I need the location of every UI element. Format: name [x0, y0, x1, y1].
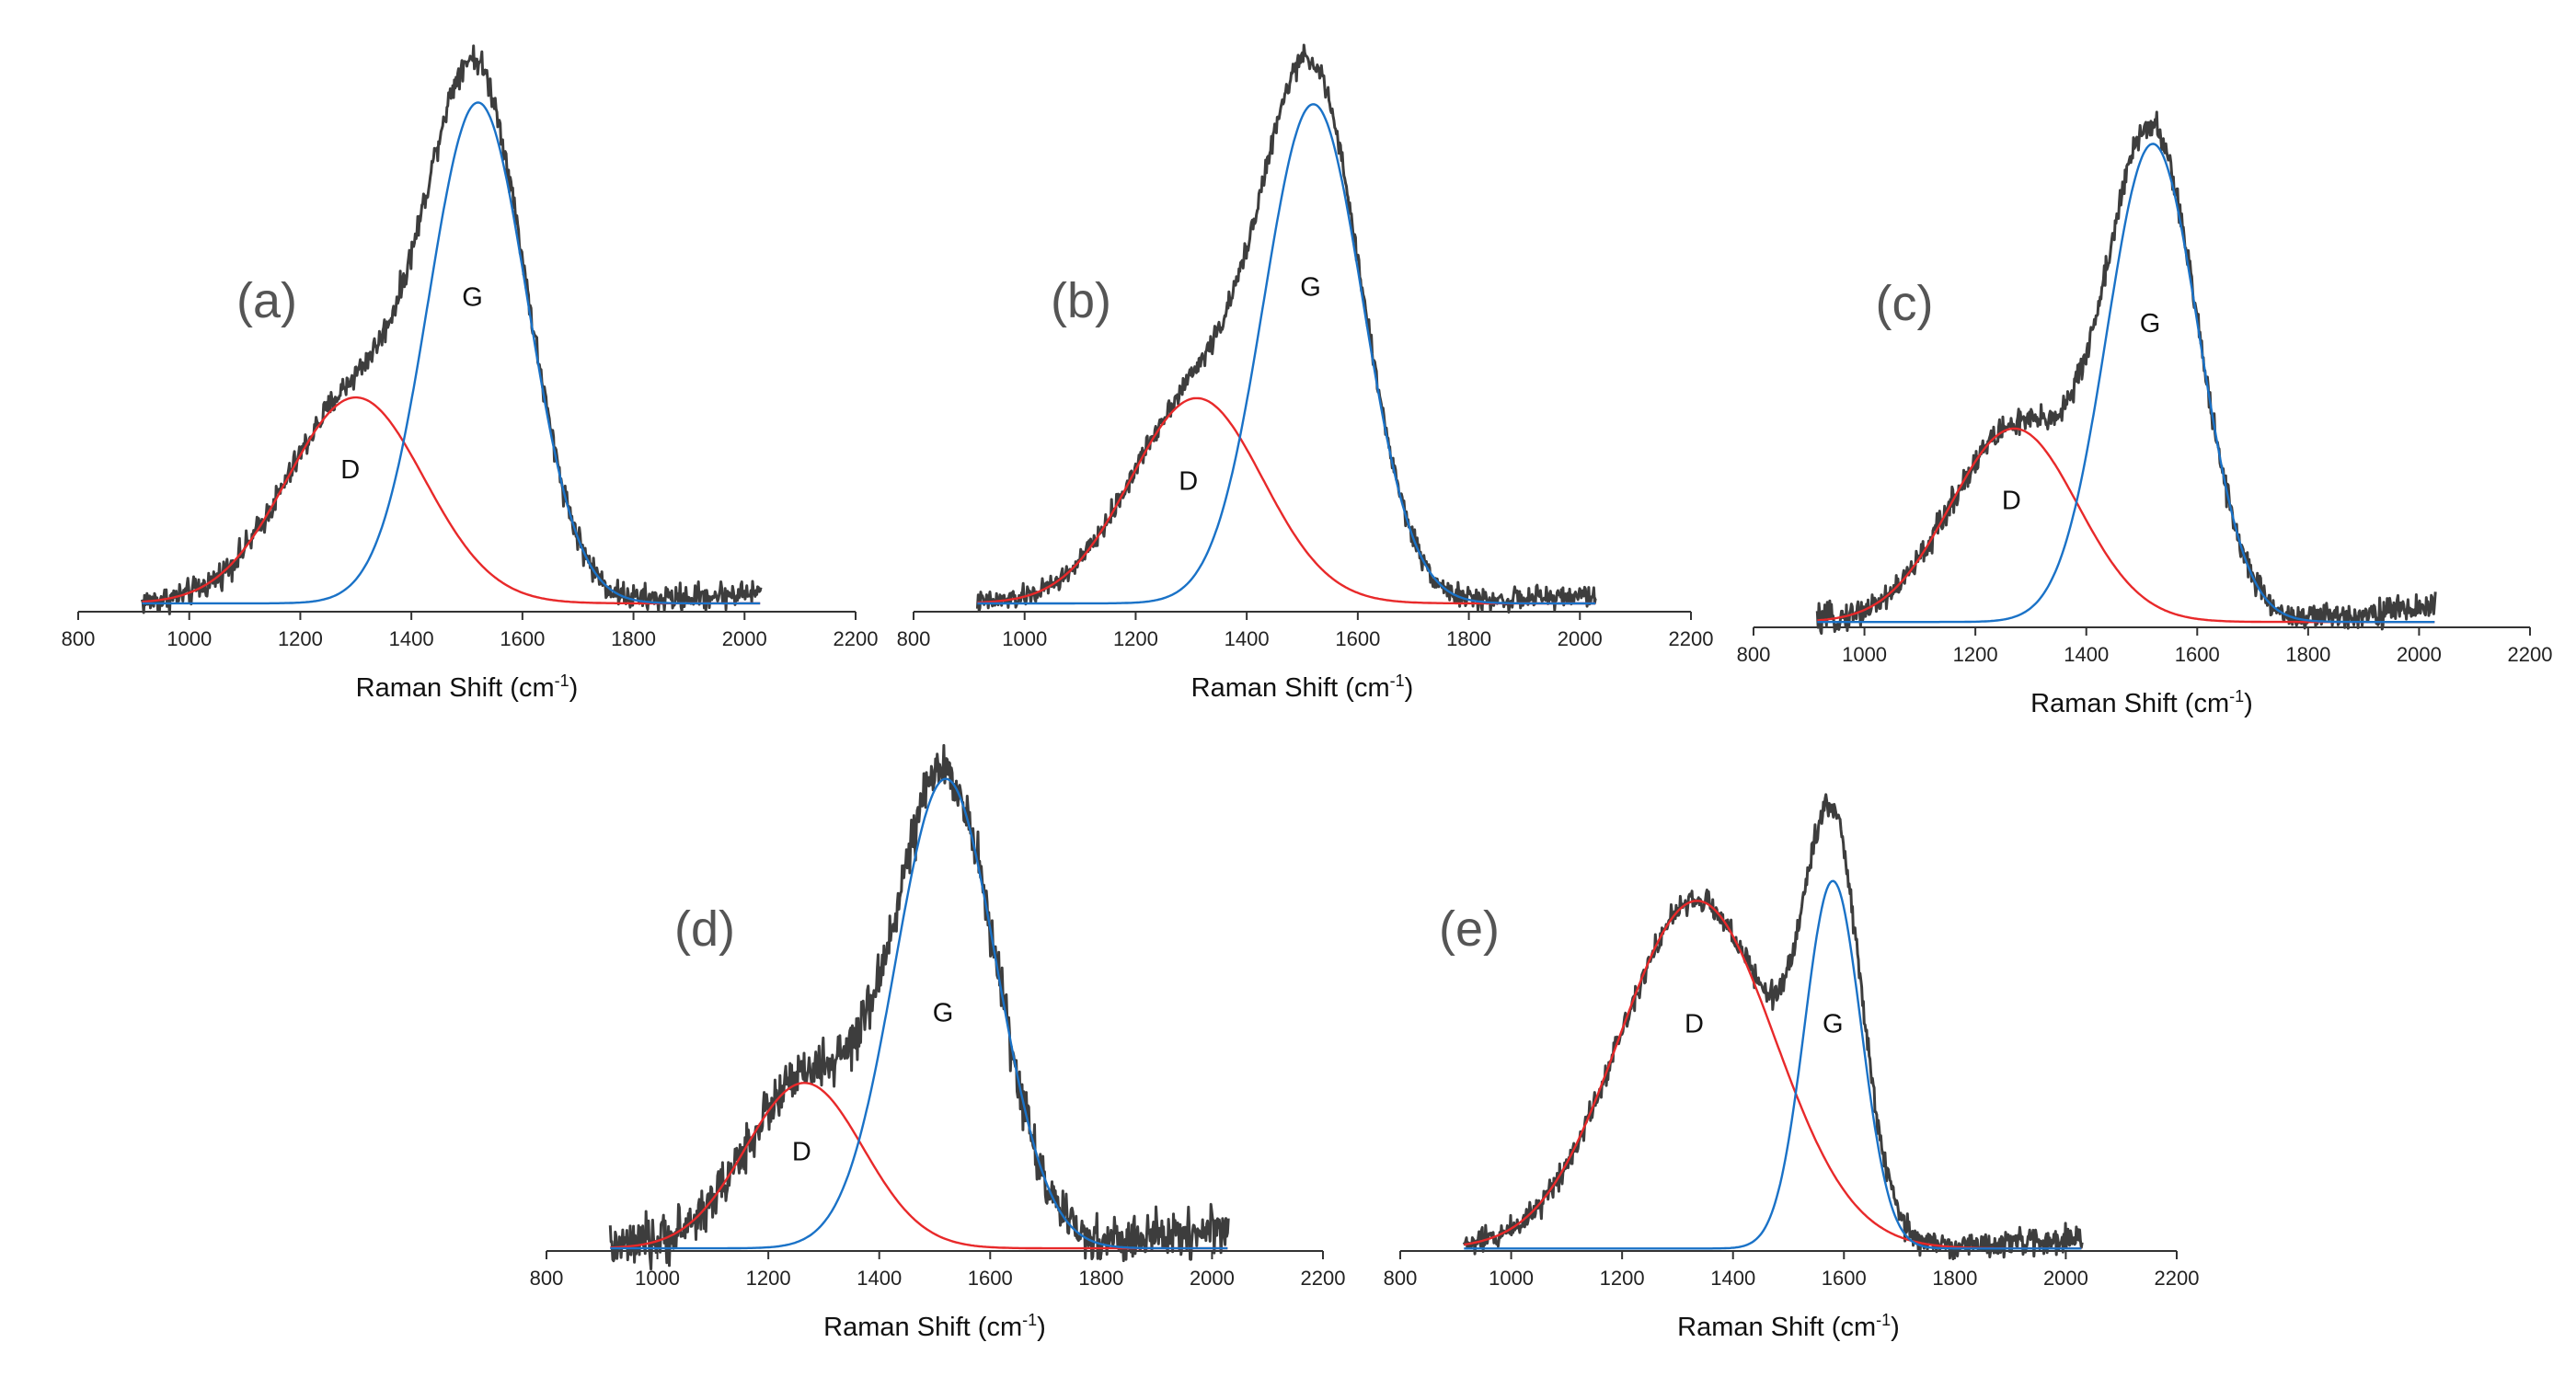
- x-axis-title-close: ): [1037, 1313, 1046, 1342]
- x-tick-label: 1800: [611, 627, 656, 650]
- x-tick-label: 2000: [1558, 627, 1603, 650]
- measured-spectrum-line: [975, 43, 1597, 614]
- x-tick-label: 800: [62, 627, 96, 650]
- x-tick-label: 1200: [746, 1267, 791, 1290]
- x-tick-label: 1600: [1335, 627, 1380, 650]
- d-band-fit-line: [1817, 427, 2435, 624]
- x-tick-label: 1400: [1225, 627, 1270, 650]
- x-axis-title-main: Raman Shift (cm: [1677, 1313, 1876, 1342]
- d-band-fit-line: [142, 396, 761, 605]
- x-tick-label: 1600: [968, 1267, 1013, 1290]
- g-band-label: G: [1823, 1009, 1844, 1039]
- x-axis-title-superscript: -1: [1022, 1311, 1037, 1329]
- x-axis-title-superscript: -1: [555, 671, 569, 690]
- x-axis-title-superscript: -1: [2229, 687, 2244, 706]
- g-band-label: G: [1300, 272, 1321, 302]
- g-band-fit-line: [977, 103, 1596, 605]
- panel-label: (a): [236, 273, 297, 328]
- x-tick-label: 800: [1737, 643, 1771, 666]
- x-axis-title-main: Raman Shift (cm: [2030, 689, 2229, 718]
- x-axis-title: Raman Shift (cm-1): [356, 671, 579, 703]
- g-band-label: G: [462, 282, 483, 312]
- x-tick-label: 1000: [1489, 1267, 1534, 1290]
- g-band-fit-line: [610, 777, 1228, 1250]
- measured-spectrum-line: [608, 743, 1230, 1271]
- measured-spectrum-line: [1462, 793, 2084, 1261]
- measured-spectrum-line: [140, 44, 763, 615]
- d-band-label: D: [1685, 1009, 1704, 1039]
- x-tick-label: 1000: [1842, 643, 1887, 666]
- x-tick-label: 1400: [857, 1267, 902, 1290]
- x-axis-title-close: ): [2244, 689, 2253, 718]
- x-axis-title-superscript: -1: [1876, 1311, 1891, 1329]
- x-axis-title-main: Raman Shift (cm: [823, 1313, 1022, 1342]
- g-band-fit-line: [142, 101, 761, 605]
- x-tick-label: 2000: [722, 627, 767, 650]
- x-tick-label: 2200: [1301, 1267, 1346, 1290]
- x-axis-title: Raman Shift (cm-1): [2030, 687, 2253, 718]
- x-axis-title-main: Raman Shift (cm: [1191, 673, 1390, 703]
- x-tick-label: 1200: [1113, 627, 1158, 650]
- x-tick-label: 1400: [389, 627, 434, 650]
- x-axis-title: Raman Shift (cm-1): [1191, 671, 1414, 703]
- x-tick-label: 1800: [1078, 1267, 1123, 1290]
- panel-b: 800 1000 1200 1400 1600 1800 2000 2200 Raman Shi…: [897, 43, 1714, 703]
- x-tick-label: 1400: [2064, 643, 2109, 666]
- panel-d: 800 1000 1200 1400 1600 1800 2000 2200 Raman Shi…: [530, 743, 1346, 1342]
- x-tick-label: 1600: [500, 627, 545, 650]
- panel-label: (c): [1876, 276, 1934, 331]
- x-tick-label: 800: [530, 1267, 564, 1290]
- x-tick-label: 1000: [635, 1267, 680, 1290]
- x-tick-label: 1600: [2175, 643, 2220, 666]
- x-tick-label: 2000: [2397, 643, 2442, 666]
- x-tick-label: 1800: [2285, 643, 2330, 666]
- x-tick-label: 2000: [1190, 1267, 1235, 1290]
- x-axis-title-superscript: -1: [1390, 671, 1405, 690]
- x-tick-label: 1000: [1002, 627, 1047, 650]
- x-tick-label: 2200: [2155, 1267, 2200, 1290]
- g-band-label: G: [933, 999, 954, 1028]
- x-axis-title-close: ): [1891, 1313, 1900, 1342]
- x-tick-label: 1400: [1710, 1267, 1755, 1290]
- g-band-fit-line: [1817, 143, 2435, 624]
- x-axis-title: Raman Shift (cm-1): [1677, 1311, 1900, 1342]
- x-tick-label: 2200: [834, 627, 879, 650]
- g-band-label: G: [2140, 309, 2161, 339]
- x-tick-label: 1800: [1932, 1267, 1977, 1290]
- g-band-fit-line: [1464, 879, 2082, 1250]
- d-band-label: D: [2002, 487, 2021, 516]
- panel-c: 800 1000 1200 1400 1600 1800 2000 2200 Raman Shi…: [1737, 110, 2553, 718]
- panel-a: 800 1000 1200 1400 1600 1800 2000 2200 Raman Shi…: [62, 44, 879, 703]
- d-band-fit-line: [1464, 900, 2082, 1250]
- panel-label: (e): [1439, 901, 1500, 957]
- panel-e: 800 1000 1200 1400 1600 1800 2000 2200 Raman Shi…: [1384, 793, 2200, 1342]
- d-band-label: D: [1179, 466, 1198, 496]
- x-axis-title-main: Raman Shift (cm: [356, 673, 555, 703]
- panel-label: (b): [1051, 273, 1111, 328]
- x-tick-label: 800: [897, 627, 931, 650]
- d-band-label: D: [792, 1137, 811, 1166]
- x-tick-label: 800: [1384, 1267, 1418, 1290]
- x-axis-title-close: ): [569, 673, 579, 703]
- x-tick-label: 1000: [167, 627, 212, 650]
- x-axis-title-close: ): [1405, 673, 1414, 703]
- measured-spectrum-line: [1815, 110, 2437, 636]
- x-tick-label: 1200: [278, 627, 323, 650]
- x-tick-label: 2200: [1669, 627, 1714, 650]
- x-axis-title: Raman Shift (cm-1): [823, 1311, 1046, 1342]
- x-tick-label: 1200: [1600, 1267, 1645, 1290]
- x-tick-label: 1600: [1822, 1267, 1867, 1290]
- x-tick-label: 1200: [1953, 643, 1998, 666]
- d-band-label: D: [340, 455, 360, 485]
- x-tick-label: 2200: [2508, 643, 2553, 666]
- x-tick-label: 2000: [2043, 1267, 2088, 1290]
- x-tick-label: 1800: [1446, 627, 1491, 650]
- panel-label: (d): [674, 901, 735, 957]
